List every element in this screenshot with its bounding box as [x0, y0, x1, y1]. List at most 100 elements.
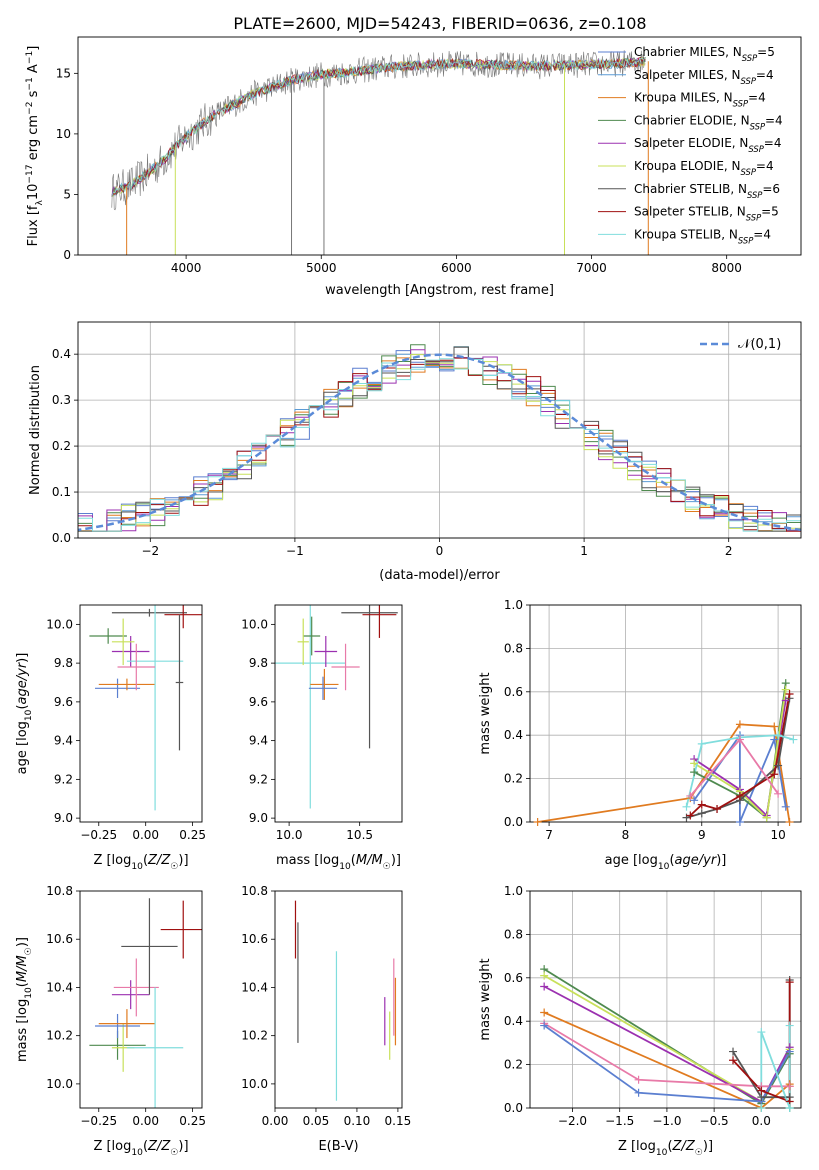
weight-series-line	[686, 698, 791, 819]
legend-entry: Chabrier STELIB, NSSP=6	[634, 182, 780, 200]
weight-point-marker	[690, 759, 699, 768]
weight-point-marker	[785, 1082, 794, 1091]
y-tick-label: 10	[56, 127, 71, 141]
weight-series-line	[537, 723, 791, 822]
weight-point-marker	[690, 768, 699, 777]
residual-panel: −2 −1 0 1 2 0.0 0.1 0.2 0.3 0.4	[52, 321, 802, 558]
legend-entry: Chabrier MILES, NSSP=5	[634, 45, 775, 63]
x-tick-label: 0.10	[344, 1114, 371, 1128]
model-line-chabrier-stelib	[111, 55, 646, 198]
x-tick-label: 10.5	[346, 828, 373, 842]
x-tick-label: −1.0	[652, 1114, 681, 1128]
x-tick-label: 8	[622, 828, 630, 842]
weight-point-marker	[781, 802, 790, 811]
weight-point-marker	[757, 1086, 766, 1095]
y-tick-label: 0.8	[504, 641, 523, 655]
weight-vs-z-panel: −2.0 −1.5 −1.0 −0.5 0.0 0.0 0.2 0.4 0.6 0.8 1.0	[504, 884, 802, 1128]
y-tick-label: 0.8	[504, 927, 523, 941]
y-tick-label: 0.4	[504, 728, 523, 742]
x-tick-label: −2.0	[558, 1114, 587, 1128]
y-tick-label: 9.2	[54, 772, 73, 786]
y-tick-label: 0.2	[52, 439, 71, 453]
y-tick-label: 0.4	[504, 1014, 523, 1028]
axes-frame	[79, 604, 203, 823]
x-tick-label: 7000	[576, 261, 607, 275]
weight-z-y-label: mass weight	[478, 958, 493, 1040]
y-tick-label: 0.6	[504, 685, 523, 699]
x-tick-label: 0.25	[179, 828, 206, 842]
age-z-x-label: Z [log10(Z/Z☉)]	[93, 853, 188, 872]
age-vs-mass-panel: 10.0 10.5 9.0 9.2 9.4 9.6 9.8 10.0	[241, 604, 403, 842]
x-tick-label: 0.25	[179, 1114, 206, 1128]
plot-area	[89, 898, 202, 1108]
x-tick-label: 0.15	[385, 1114, 412, 1128]
y-tick-label: 0.2	[504, 772, 523, 786]
y-tick-label: 10.0	[241, 1077, 268, 1091]
weight-point-marker	[697, 739, 706, 748]
weight-point-marker	[735, 791, 744, 800]
mass-vs-z-panel: −0.25 0.00 0.25 10.0 10.2 10.4 10.6 10.8	[46, 884, 206, 1128]
x-tick-label: 5000	[306, 261, 337, 275]
x-tick-label: 0.00	[262, 1114, 289, 1128]
gaussian-legend-label: 𝒩(0,1)	[738, 337, 781, 352]
y-tick-label: 9.0	[54, 811, 73, 825]
weight-series-line	[543, 1024, 791, 1103]
legend-entry: Kroupa STELIB, NSSP=4	[634, 227, 771, 245]
y-tick-label: 15	[56, 66, 71, 80]
plot-area	[537, 682, 794, 822]
x-tick-label: 7	[545, 828, 553, 842]
weight-point-marker	[757, 1028, 766, 1037]
weight-point-marker	[785, 978, 794, 987]
weight-point-marker	[540, 1021, 549, 1030]
weight-point-marker	[686, 791, 695, 800]
y-tick-label: 10.8	[241, 884, 268, 898]
weight-point-marker	[713, 804, 722, 813]
age-vs-z-panel: −0.25 0.00 0.25 9.0 9.2 9.4 9.6 9.8 10.0	[46, 604, 206, 842]
x-tick-label: 1	[580, 544, 588, 558]
y-tick-label: 10.2	[46, 1029, 73, 1043]
y-tick-label: 0.2	[504, 1058, 523, 1072]
y-tick-label: 9.6	[249, 695, 268, 709]
model-line-kroupa-stelib	[111, 57, 646, 197]
plot-area	[78, 344, 801, 532]
x-tick-label: −0.5	[700, 1114, 729, 1128]
residual-histogram-step	[78, 358, 801, 532]
model-line-kroupa-elodie	[111, 57, 646, 198]
x-tick-label: 4000	[171, 261, 202, 275]
weight-point-marker	[682, 802, 691, 811]
y-tick-label: 9.0	[249, 811, 268, 825]
age-y-label: age [log10(age/yr)]	[15, 653, 34, 775]
y-tick-label: 0.0	[504, 1101, 523, 1115]
spectrum-y-label: Flux [fλ10−17 erg cm−2 s−1 A−1]	[25, 46, 45, 247]
y-tick-label: 9.6	[54, 695, 73, 709]
y-tick-label: 9.8	[54, 656, 73, 670]
x-tick-label: 10.0	[276, 828, 303, 842]
x-tick-label: 0.05	[303, 1114, 330, 1128]
spectrum-x-label: wavelength [Angstrom, rest frame]	[325, 283, 554, 298]
y-tick-label: 10.8	[46, 884, 73, 898]
weight-age-y-label: mass weight	[478, 672, 493, 754]
weight-point-marker	[785, 1104, 794, 1112]
residual-histogram-step	[78, 353, 801, 532]
weight-point-marker	[540, 971, 549, 980]
x-tick-label: 0	[436, 544, 444, 558]
weight-point-marker	[686, 811, 695, 820]
x-tick-label: 0.00	[132, 828, 159, 842]
y-tick-label: 10.4	[241, 980, 268, 994]
weight-point-marker	[785, 1047, 794, 1056]
weight-point-marker	[770, 735, 779, 744]
y-tick-label: 0.1	[52, 485, 71, 499]
y-tick-label: 10.2	[241, 1029, 268, 1043]
x-tick-label: 8000	[711, 261, 742, 275]
age-mass-x-label: mass [log10(M/M☉)]	[276, 853, 401, 872]
y-tick-label: 10.6	[241, 932, 268, 946]
mass-y-label: mass [log10(M/M☉)]	[15, 937, 34, 1062]
legend-entry: Chabrier ELODIE, NSSP=4	[634, 113, 783, 131]
residual-y-label: Normed distribution	[28, 365, 43, 495]
axes-frame	[529, 604, 802, 823]
legend-entry: Kroupa ELODIE, NSSP=4	[634, 159, 774, 177]
weight-point-marker	[757, 1104, 766, 1112]
y-tick-label: 9.4	[249, 734, 268, 748]
y-tick-label: 10.6	[46, 932, 73, 946]
y-tick-label: 0.0	[52, 531, 71, 545]
